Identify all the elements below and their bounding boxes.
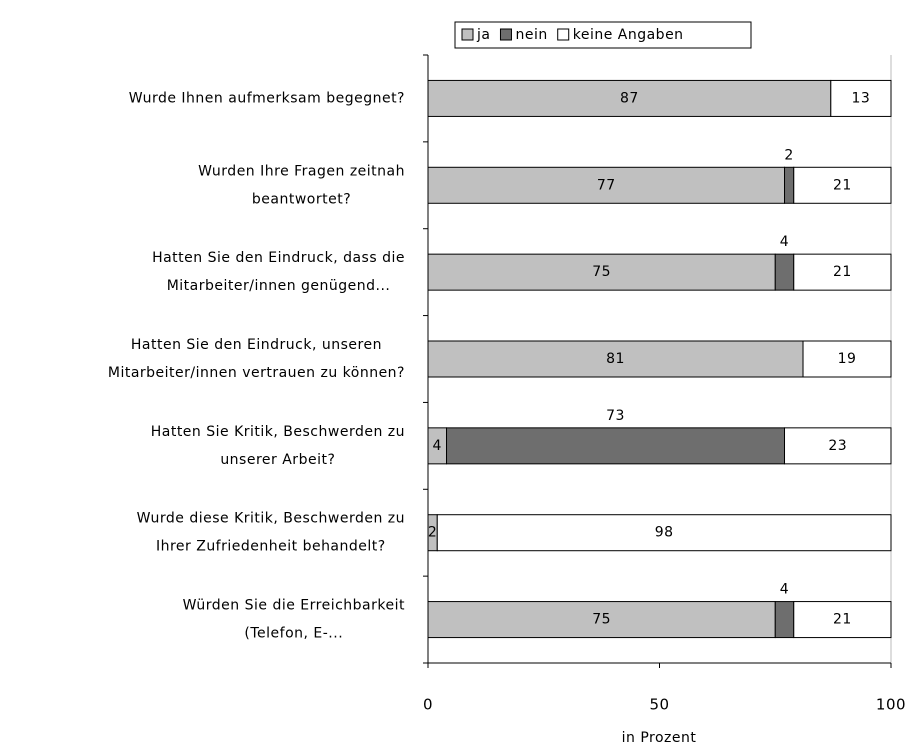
data-label: 87 bbox=[620, 90, 639, 106]
data-label: 19 bbox=[838, 351, 857, 367]
bar-segment bbox=[793, 253, 892, 291]
label-line: Hatten Sie Kritik, Beschwerden zu bbox=[151, 424, 405, 440]
data-label: 21 bbox=[833, 177, 852, 193]
bar-segment bbox=[793, 166, 892, 204]
label-line: Mitarbeiter/innen genügend... bbox=[167, 278, 391, 294]
y-tick-label: Hatten Sie den Eindruck, unseren Mitarbei… bbox=[108, 337, 405, 381]
data-label: 4 bbox=[433, 438, 442, 454]
legend-label: keine Angaben bbox=[573, 27, 684, 43]
data-label: 4 bbox=[780, 582, 789, 598]
data-label: 75 bbox=[592, 264, 611, 280]
data-label: 98 bbox=[655, 525, 674, 541]
data-label: 77 bbox=[597, 177, 616, 193]
bar-segment bbox=[830, 79, 892, 117]
data-label: 75 bbox=[592, 612, 611, 628]
label-line: Wurden Ihre Fragen zeitnah bbox=[198, 163, 405, 179]
label-line: Ihrer Zufriedenheit behandelt? bbox=[156, 539, 386, 555]
y-tick-label: Würden Sie die Erreichbarkeit (Telefon, E… bbox=[183, 598, 405, 642]
x-axis-label: in Prozent bbox=[622, 730, 697, 746]
label-line: (Telefon, E-... bbox=[244, 626, 343, 642]
label-line: Wurde Ihnen aufmerksam begegnet? bbox=[129, 90, 405, 106]
x-tick-label: 0 bbox=[423, 696, 433, 714]
data-label: 2 bbox=[784, 147, 793, 163]
data-label: 21 bbox=[833, 612, 852, 628]
data-label: 13 bbox=[851, 90, 870, 106]
bar-segment bbox=[427, 601, 776, 639]
label-line: Hatten Sie den Eindruck, unseren bbox=[131, 337, 382, 353]
legend-label: nein bbox=[515, 27, 547, 43]
bar-segment bbox=[802, 340, 892, 378]
x-tick-label: 100 bbox=[876, 696, 906, 714]
bar-segment bbox=[774, 601, 795, 639]
bar-segment bbox=[784, 427, 892, 465]
label-line: Würden Sie die Erreichbarkeit bbox=[183, 598, 405, 614]
label-line: beantwortet? bbox=[252, 191, 351, 207]
legend-swatch bbox=[461, 28, 474, 41]
y-tick-label: Wurde Ihnen aufmerksam begegnet? bbox=[129, 90, 405, 106]
bar-segment bbox=[774, 253, 795, 291]
bar-segment bbox=[446, 427, 786, 465]
bar-segment bbox=[784, 166, 795, 204]
y-tick-label: Hatten Sie Kritik, Beschwerden zu unserer… bbox=[151, 424, 405, 468]
legend-swatch bbox=[499, 28, 512, 41]
bar-segment bbox=[427, 340, 804, 378]
legend-label: ja bbox=[476, 27, 490, 43]
bar-segment bbox=[793, 601, 892, 639]
data-label: 81 bbox=[606, 351, 625, 367]
label-line: Wurde diese Kritik, Beschwerden zu bbox=[137, 511, 405, 527]
x-tick-label: 50 bbox=[649, 696, 669, 714]
data-label: 23 bbox=[828, 438, 847, 454]
legend: ja nein keine Angaben bbox=[454, 21, 752, 49]
label-line: unserer Arbeit? bbox=[220, 452, 335, 468]
y-tick-label: Hatten Sie den Eindruck, dass die Mitarbe… bbox=[152, 250, 405, 294]
legend-swatch bbox=[557, 28, 570, 41]
label-line: Hatten Sie den Eindruck, dass die bbox=[152, 250, 405, 266]
data-label: 2 bbox=[428, 525, 437, 541]
bar-segment bbox=[427, 166, 786, 204]
bar-segment bbox=[436, 514, 892, 552]
data-label: 21 bbox=[833, 264, 852, 280]
data-label: 4 bbox=[780, 234, 789, 250]
label-line: Mitarbeiter/innen vertrauen zu können? bbox=[108, 365, 405, 381]
data-label: 73 bbox=[606, 408, 625, 424]
y-tick-label: Wurden Ihre Fragen zeitnah beantwortet? bbox=[198, 163, 405, 207]
y-tick-label: Wurde diese Kritik, Beschwerden zu Ihrer … bbox=[137, 511, 405, 555]
